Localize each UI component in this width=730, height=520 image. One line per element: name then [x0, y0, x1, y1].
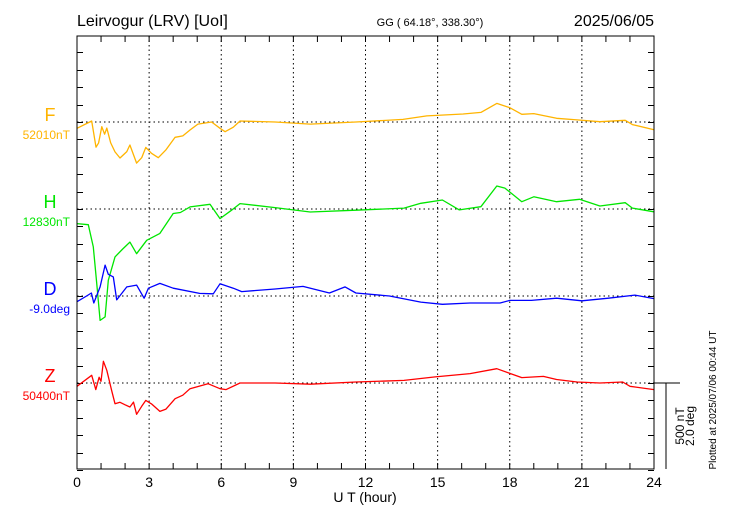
scale-bar: 500 nT 2.0 deg	[654, 382, 697, 469]
scale-bar-nt-label: 500 nT	[673, 407, 687, 445]
x-tick-label: 12	[358, 474, 374, 490]
series-name-z: Z	[45, 366, 56, 386]
series-labels: F 52010nT H 12830nT D -9.0deg Z 50400nT	[23, 105, 71, 403]
series-name-d: D	[44, 279, 57, 299]
grid	[77, 36, 654, 469]
series-name-h: H	[44, 192, 57, 212]
series-line-h	[76, 185, 655, 322]
x-tick-label: 6	[217, 474, 225, 490]
series-line-z	[76, 360, 655, 415]
series-baseline-z: 50400nT	[23, 389, 71, 403]
series-baseline-d: -9.0deg	[29, 302, 70, 316]
x-tick-label: 18	[502, 474, 518, 490]
x-tick-label: 15	[430, 474, 446, 490]
series-name-f: F	[45, 105, 56, 125]
x-tick-label: 3	[145, 474, 153, 490]
station-title: Leirvogur (LRV) [UoI]	[77, 13, 228, 30]
coordinates-label: GG ( 64.18°, 338.30°)	[377, 17, 484, 29]
axis-ticks	[76, 36, 655, 471]
x-tick-labels: 0 3 6 9 12 15 18 21 24	[73, 474, 662, 490]
x-tick-label: 0	[73, 474, 81, 490]
scale-bar-deg-label: 2.0 deg	[683, 406, 697, 446]
series-line-d	[76, 264, 655, 305]
date-label: 2025/06/05	[574, 13, 654, 30]
series-lines	[76, 102, 655, 415]
x-tick-label: 24	[646, 474, 662, 490]
series-baseline-f: 52010nT	[23, 128, 71, 142]
plotted-at-label: Plotted at 2025/07/06 00:44 UT	[708, 331, 719, 470]
series-baseline-h: 12830nT	[23, 215, 71, 229]
x-tick-label: 21	[574, 474, 590, 490]
series-line-f	[76, 102, 655, 164]
x-tick-label: 9	[289, 474, 297, 490]
x-axis-label: U T (hour)	[333, 489, 396, 505]
plot-frame	[76, 35, 655, 470]
